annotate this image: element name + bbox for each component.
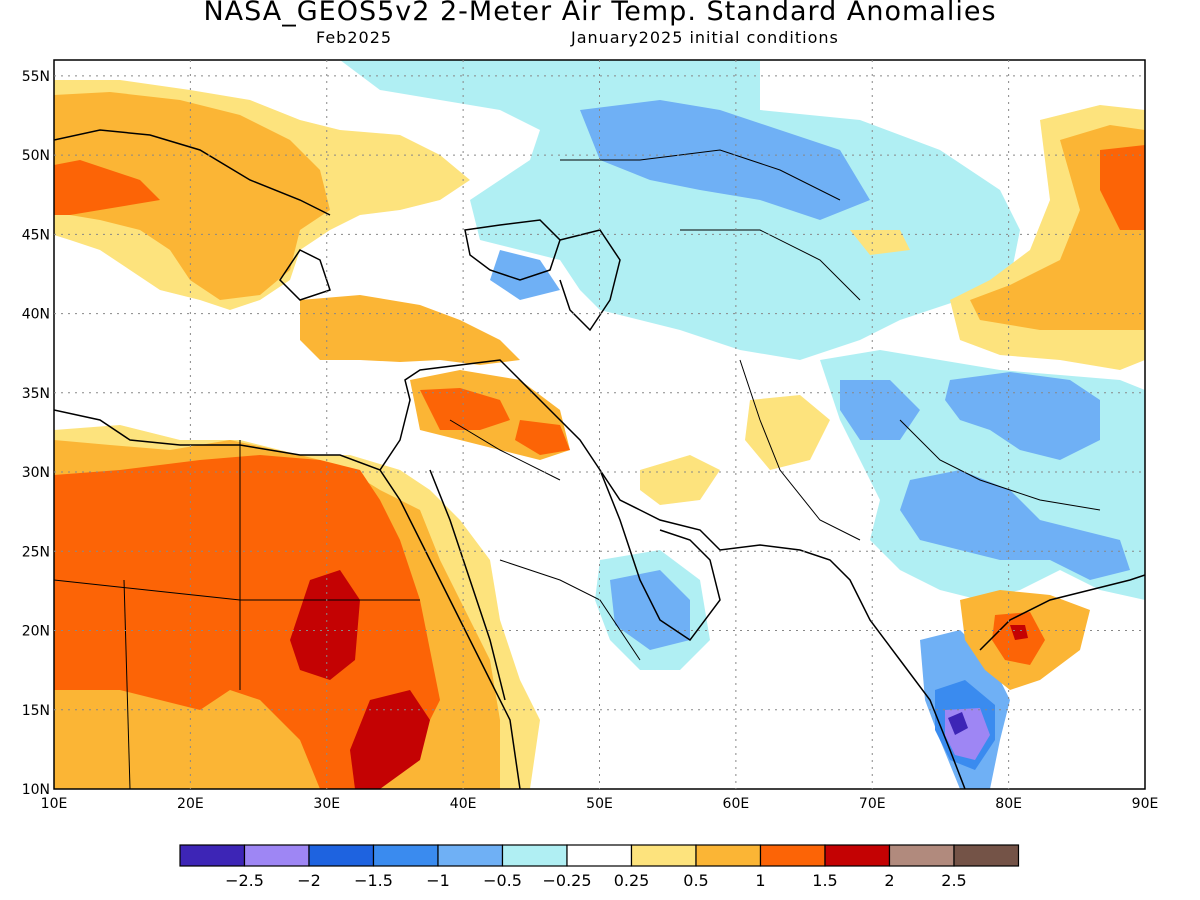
- initial-conditions-label: January2025 initial conditions: [571, 28, 839, 47]
- colorbar-swatch: [953, 844, 1020, 867]
- colorbar: −2.5 −2 −1.5 −1 −0.5 −0.25 0.25 0.5 1 1.5 2 2.5: [179, 844, 1020, 890]
- latitude-tick-label: 50N: [22, 148, 50, 164]
- colorbar-swatch: [243, 844, 310, 867]
- colorbar-swatch: [566, 844, 633, 867]
- colorbar-label: −1: [426, 871, 450, 890]
- latitude-tick-label: 25N: [22, 544, 50, 560]
- colorbar-swatch: [437, 844, 504, 867]
- colorbar-label: −2: [297, 871, 321, 890]
- east-india-warm-region: [960, 590, 1090, 690]
- colorbar-label: −1.5: [354, 871, 393, 890]
- longitude-tick-label: 70E: [859, 796, 886, 812]
- longitude-tick-label: 60E: [723, 796, 750, 812]
- colorbar-label: −2.5: [225, 871, 264, 890]
- colorbar-label: 1: [755, 871, 765, 890]
- forecast-month: Feb2025: [316, 28, 393, 47]
- arabia-cool-region: [595, 550, 710, 670]
- longitude-tick-label: 80E: [995, 796, 1022, 812]
- north-africa-warm-region: [54, 370, 570, 789]
- latitude-tick-label: 15N: [22, 703, 50, 719]
- colorbar-swatch: [759, 844, 826, 867]
- colorbar-swatch: [308, 844, 375, 867]
- latitude-tick-label: 30N: [22, 465, 50, 481]
- latitude-tick-label: 45N: [22, 227, 50, 243]
- latitude-tick-label: 20N: [22, 624, 50, 640]
- china-warm-region: [950, 105, 1145, 370]
- longitude-tick-label: 50E: [586, 796, 613, 812]
- colorbar-label: 2: [884, 871, 894, 890]
- latitude-tick-label: 40N: [22, 307, 50, 323]
- central-asia-cool-region: [340, 60, 1020, 360]
- colorbar-swatch: [372, 844, 439, 867]
- coastlines: [54, 129, 1145, 789]
- country-borders: [54, 149, 1101, 789]
- longitude-tick-label: 90E: [1132, 796, 1159, 812]
- colorbar-label: −0.25: [542, 871, 591, 890]
- latitude-axis: 55N 50N 45N 40N 35N 30N 25N 20N 15N 10N: [22, 69, 50, 798]
- longitude-tick-label: 20E: [177, 796, 204, 812]
- colorbar-label: 2.5: [941, 871, 966, 890]
- colorbar-swatch: [501, 844, 568, 867]
- colorbar-swatch: [179, 844, 246, 867]
- colorbar-label: −0.5: [483, 871, 522, 890]
- latitude-tick-label: 35N: [22, 386, 50, 402]
- colorbar-swatch: [695, 844, 762, 867]
- graticule: [54, 60, 1145, 789]
- longitude-tick-label: 40E: [450, 796, 477, 812]
- colorbar-swatch: [888, 844, 955, 867]
- colorbar-swatch: [824, 844, 891, 867]
- latitude-tick-label: 55N: [22, 69, 50, 85]
- colorbar-label: 0.5: [683, 871, 708, 890]
- iran-warm-patches: [640, 230, 910, 505]
- colorbar-label: 1.5: [812, 871, 837, 890]
- latitude-tick-label: 10N: [22, 782, 50, 798]
- longitude-tick-label: 10E: [41, 796, 68, 812]
- longitude-axis: 10E 20E 30E 40E 50E 60E 70E 80E 90E: [41, 796, 1159, 812]
- colorbar-label: 0.25: [614, 871, 650, 890]
- longitude-tick-label: 30E: [313, 796, 340, 812]
- colorbar-swatch: [630, 844, 697, 867]
- map-title: NASA_GEOS5v2 2-Meter Air Temp. Standard …: [203, 0, 997, 27]
